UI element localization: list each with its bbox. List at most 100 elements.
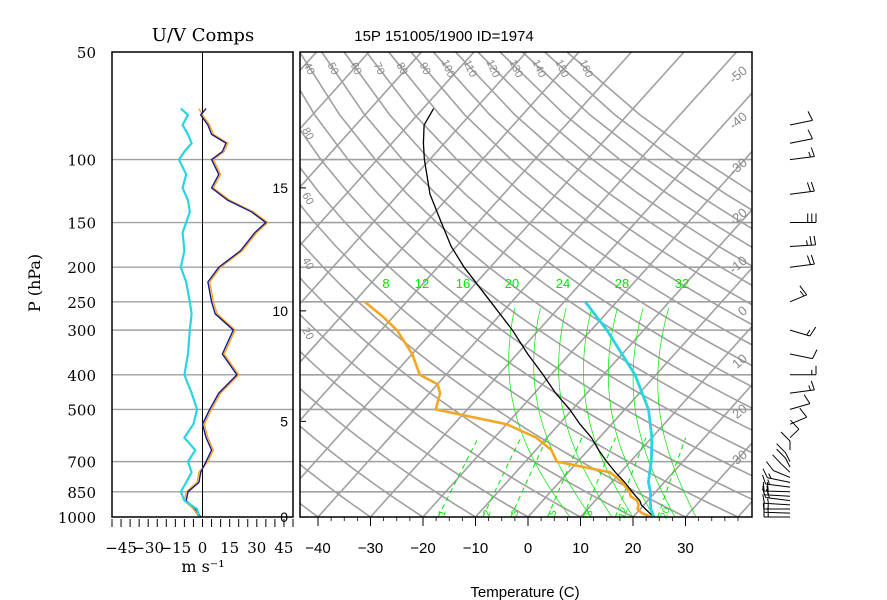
mixing-ratio-line	[482, 437, 522, 517]
moist-adiabat	[657, 307, 697, 517]
height-tick-label: 10	[272, 303, 288, 319]
uv-tick-label: −15	[160, 539, 192, 557]
mixing-ratio-line	[582, 437, 616, 517]
mixing-ratio-line	[614, 437, 647, 517]
isotherm	[422, 150, 752, 517]
top-axis-label: 150	[552, 58, 571, 80]
pressure-axis-label: P (hPa)	[25, 254, 44, 312]
mixing-ratio-label: 20	[659, 506, 673, 521]
wind-barb	[790, 213, 817, 223]
wind-barb	[780, 431, 791, 451]
uv-tick-label: 0	[198, 539, 208, 557]
moist-adiabat-label: 32	[675, 276, 689, 291]
dry-adiabat	[300, 88, 752, 454]
dry-adiabat	[300, 166, 752, 501]
skewt-series-3	[584, 300, 656, 517]
right-axis-label: -50	[726, 63, 750, 87]
top-axis-label: 130	[506, 58, 525, 80]
skewt-plot-frame	[299, 51, 753, 518]
left-axis-label: 60	[299, 191, 316, 208]
moist-adiabat-label: 8	[382, 276, 389, 291]
pressure-tick-label: 200	[67, 259, 96, 277]
height-tick-label: 5	[280, 413, 288, 429]
moist-adiabat	[533, 307, 592, 517]
uv-tick-label: −30	[132, 539, 164, 557]
top-axis-label: 120	[483, 58, 502, 80]
pressure-tick-label: 500	[67, 401, 96, 419]
isotherm	[632, 383, 752, 517]
temp-tick-label: −40	[305, 540, 330, 557]
skewt-series-2	[363, 300, 652, 517]
mixing-ratio-line	[657, 437, 687, 517]
mixing-ratio-line	[510, 437, 548, 517]
wind-barb	[776, 443, 791, 462]
uv-axis-ticks: 501001502002503004005007008501000−45−30−…	[58, 44, 294, 557]
mixing-ratio-label: 3	[510, 508, 522, 517]
moist-adiabat-label: 16	[456, 276, 470, 291]
uv-grid	[112, 52, 293, 517]
top-axis-label: 160	[576, 58, 595, 80]
temp-tick-label: 30	[677, 540, 694, 557]
dry-adiabat	[300, 203, 740, 517]
isotherm	[300, 52, 318, 72]
skewt-panel: 15P 151005/1900 ID=1974 Temperature (C) …	[0, 28, 887, 600]
dry-adiabat	[365, 52, 752, 367]
top-axis-label: 140	[529, 58, 548, 80]
dry-adiabat	[300, 52, 752, 432]
isotherm	[0, 52, 159, 517]
pressure-tick-label: 50	[77, 44, 96, 62]
mixing-ratio-label: 12	[617, 506, 631, 521]
dry-adiabat	[544, 52, 752, 212]
isotherm	[0, 52, 107, 517]
temp-tick-label: 10	[572, 540, 589, 557]
right-axis-label: 10	[729, 351, 750, 372]
pressure-tick-label: 100	[67, 152, 96, 170]
moist-adiabat-label: 20	[505, 276, 519, 291]
dry-adiabat	[300, 387, 478, 517]
dry-adiabat	[455, 52, 752, 287]
wind-barb	[762, 468, 791, 483]
wind-barb	[766, 461, 791, 478]
mixing-ratio-label: 5	[548, 508, 560, 517]
left-axis-label: 20	[299, 326, 316, 343]
isotherm	[317, 52, 738, 517]
wind-barb	[776, 448, 791, 468]
isotherm	[737, 500, 752, 517]
moist-adiabat	[607, 307, 655, 517]
top-axis-label: 60	[348, 61, 364, 77]
top-axis-label: 40	[301, 61, 317, 77]
dry-adiabat	[300, 276, 635, 517]
wind-barb	[772, 454, 791, 473]
temp-tick-label: 0	[524, 540, 532, 557]
uv-panel-title: U/V Comps	[152, 25, 254, 46]
isotherm	[579, 325, 752, 517]
moist-adiabat	[632, 307, 676, 517]
wind-barbs	[762, 111, 818, 518]
mixing-ratio-label: 1	[437, 508, 449, 517]
moist-adiabat	[558, 307, 613, 517]
height-tick-label: 15	[272, 180, 288, 196]
wind-barb	[789, 380, 815, 394]
moist-adiabat	[583, 307, 634, 517]
uv-series	[177, 107, 269, 518]
isotherm	[300, 52, 685, 480]
isotherm	[527, 266, 752, 517]
uv-tick-label: 30	[247, 539, 266, 557]
mixing-ratio-line	[437, 437, 479, 517]
skewt-title: 15P 151005/1900 ID=1974	[354, 28, 533, 45]
uv-tick-label: 45	[274, 539, 293, 557]
dry-adiabat	[410, 52, 752, 326]
moist-adiabat-label: 24	[556, 276, 570, 291]
wind-barb	[762, 481, 791, 493]
uv-tick-label: −45	[105, 539, 137, 557]
pressure-tick-label: 400	[67, 367, 96, 385]
wind-barb	[789, 235, 817, 247]
temp-tick-label: −20	[410, 540, 435, 557]
wind-barb	[789, 419, 800, 439]
top-axis-label: 70	[371, 61, 387, 77]
dry-adiabat	[388, 52, 752, 346]
uv-components-panel: U/V Comps P (hPa) m s⁻¹ 5010015020025030…	[25, 25, 294, 576]
isotherm	[843, 52, 887, 517]
wind-barb	[789, 129, 813, 144]
